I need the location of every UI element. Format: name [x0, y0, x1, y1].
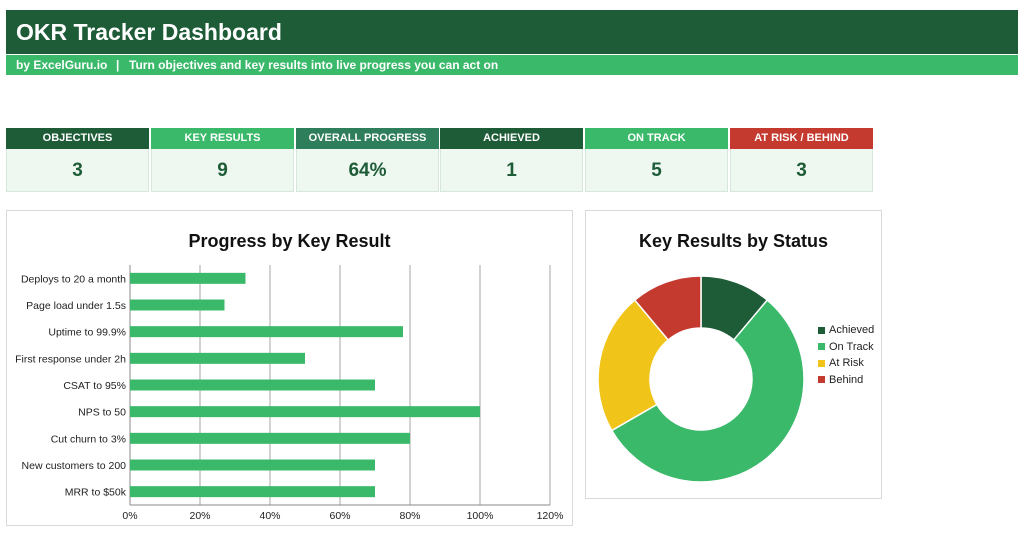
x-tick-label: 60%	[329, 510, 350, 522]
legend-item: Achieved	[818, 322, 874, 339]
legend-item: Behind	[818, 372, 874, 389]
legend-swatch	[818, 326, 825, 334]
status-donut-chart	[597, 275, 805, 483]
x-tick-label: 0%	[122, 510, 137, 522]
progress-chart-panel: Progress by Key Result 0% 20% 40% 60% 80% 100…	[6, 210, 573, 526]
kpi-row: OBJECTIVES 3 KEY RESULTS 9 OVERALL PROGR…	[6, 128, 874, 192]
legend-label: Achieved	[829, 324, 875, 337]
chart-title: Key Results by Status	[638, 231, 829, 251]
kpi-achieved: ACHIEVED 1	[440, 128, 584, 192]
progress-bar	[130, 406, 480, 418]
category-label: New customers to 200	[22, 460, 127, 472]
progress-bar	[130, 352, 305, 364]
legend-item: At Risk	[818, 355, 874, 372]
x-tick-label: 40%	[259, 510, 280, 522]
progress-bar	[130, 272, 246, 284]
progress-bar	[130, 486, 375, 498]
x-tick-label: 20%	[189, 510, 210, 522]
donut-slice	[597, 299, 670, 432]
tagline: Turn objectives and key results into liv…	[129, 58, 499, 72]
kpi-label: OVERALL PROGRESS	[296, 128, 439, 149]
legend-swatch	[818, 359, 825, 367]
kpi-label: KEY RESULTS	[151, 128, 294, 149]
legend-swatch	[818, 343, 825, 351]
kpi-label: AT RISK / BEHIND	[730, 128, 873, 149]
byline: by ExcelGuru.io	[16, 58, 108, 72]
progress-bar	[130, 326, 403, 338]
category-label: Deploys to 20 a month	[21, 273, 126, 285]
kpi-overall-progress: OVERALL PROGRESS 64%	[296, 128, 440, 192]
progress-bar-chart: 0% 20% 40% 60% 80% 100% 120% Deploys to 20 a mo…	[15, 265, 564, 522]
kpi-value: 3	[730, 149, 873, 192]
category-label: Page load under 1.5s	[26, 300, 126, 312]
legend-label: Behind	[829, 373, 864, 386]
kpi-value: 1	[440, 149, 583, 192]
progress-bar	[130, 459, 375, 471]
chart-title: Progress by Key Result	[188, 231, 391, 251]
category-label: Cut churn to 3%	[51, 433, 126, 445]
kpi-at-risk-behind: AT RISK / BEHIND 3	[730, 128, 874, 192]
page-title: OKR Tracker Dashboard	[16, 19, 282, 45]
kpi-value: 64%	[296, 149, 439, 192]
kpi-value: 5	[585, 149, 728, 192]
donut-slice	[633, 275, 702, 341]
kpi-value: 9	[151, 149, 294, 192]
dashboard-header: OKR Tracker Dashboard	[6, 10, 1018, 54]
legend-label: On Track	[829, 340, 874, 353]
category-label: Uptime to 99.9%	[48, 327, 126, 339]
kpi-value: 3	[6, 149, 149, 192]
x-tick-label: 80%	[399, 510, 420, 522]
progress-bar	[130, 379, 375, 391]
category-label: CSAT to 95%	[63, 380, 126, 392]
subheader: by ExcelGuru.io | Turn objectives and ke…	[6, 55, 1018, 75]
category-label: MRR to $50k	[65, 487, 127, 499]
legend-swatch	[818, 376, 825, 384]
kpi-on-track: ON TRACK 5	[585, 128, 729, 192]
kpi-label: ON TRACK	[585, 128, 728, 149]
kpi-label: OBJECTIVES	[6, 128, 149, 149]
legend-item: On Track	[818, 339, 874, 356]
x-tick-label: 120%	[537, 510, 564, 522]
kpi-label: ACHIEVED	[440, 128, 583, 149]
status-chart-panel: Key Results by Status	[585, 210, 882, 499]
progress-bar	[130, 299, 225, 311]
kpi-key-results: KEY RESULTS 9	[151, 128, 295, 192]
byline-separator: |	[116, 58, 120, 72]
legend-label: At Risk	[829, 357, 864, 370]
progress-bar	[130, 432, 410, 444]
donut-slice	[610, 299, 805, 483]
category-label: First response under 2h	[15, 353, 126, 365]
kpi-objectives: OBJECTIVES 3	[6, 128, 150, 192]
x-tick-label: 100%	[467, 510, 494, 522]
donut-legend: Achieved On Track At Risk Behind	[818, 322, 874, 388]
category-label: NPS to 50	[78, 407, 126, 419]
